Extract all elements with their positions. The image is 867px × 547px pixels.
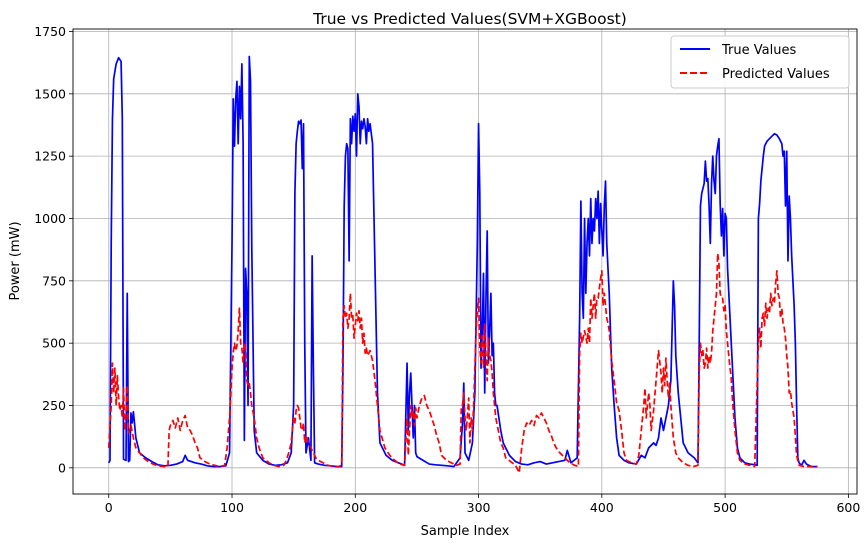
- x-axis-title: Sample Index: [421, 524, 510, 539]
- y-tick-label: 1750: [34, 24, 66, 39]
- legend-predicted-values-label: Predicted Values: [722, 67, 830, 82]
- y-tick-label: 250: [42, 398, 66, 413]
- predicted-values-line: [107, 252, 818, 474]
- legend-box: [670, 35, 850, 89]
- legend-true-values-label: True Values: [721, 43, 796, 58]
- plot-frame: [72, 28, 858, 495]
- x-tick-label: 500: [713, 500, 737, 515]
- x-tick-label: 400: [590, 500, 614, 515]
- chart-title: True vs Predicted Values(SVM+XGBoost): [312, 10, 627, 28]
- y-axis: 0 250 500 750 1000 1250 1500 1750: [34, 24, 73, 475]
- x-tick-label: 200: [343, 500, 367, 515]
- grid-lines: [73, 29, 857, 494]
- x-tick-label: 100: [220, 500, 244, 515]
- x-tick-label: 300: [467, 500, 491, 515]
- y-axis-title: Power (mW): [8, 221, 23, 300]
- y-tick-label: 500: [42, 336, 66, 351]
- y-tick-label: 1000: [34, 211, 66, 226]
- x-tick-label: 0: [105, 500, 113, 515]
- plot-series: [107, 55, 818, 474]
- y-tick-label: 0: [58, 460, 66, 475]
- legend: True Values Predicted Values: [670, 35, 850, 89]
- x-axis: 0 100 200 300 400 500 600: [105, 494, 860, 515]
- y-tick-label: 1500: [34, 86, 66, 101]
- x-tick-label: 600: [836, 500, 860, 515]
- y-tick-label: 1250: [34, 149, 66, 164]
- true-values-line: [107, 55, 818, 468]
- y-tick-label: 750: [42, 273, 66, 288]
